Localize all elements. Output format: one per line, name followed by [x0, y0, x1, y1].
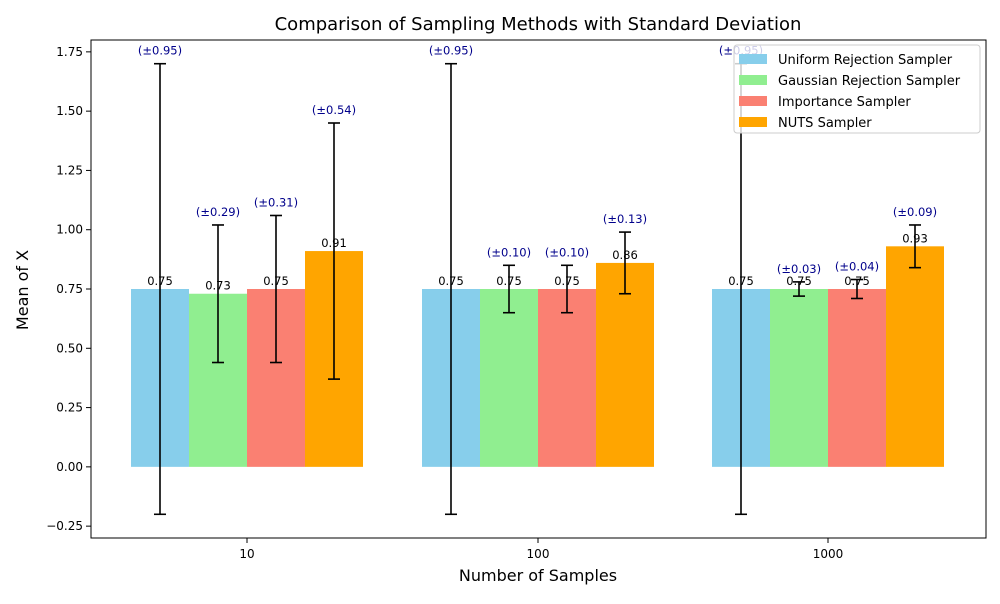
bar	[770, 289, 828, 467]
y-tick-label: 0.25	[56, 401, 83, 415]
value-label: 0.75	[554, 274, 580, 288]
x-tick-label: 100	[527, 547, 550, 561]
value-label: 0.93	[902, 231, 928, 245]
x-axis-label: Number of Samples	[459, 566, 617, 585]
value-label: 0.75	[438, 274, 464, 288]
y-tick-label: 0.75	[56, 282, 83, 296]
y-axis-label: Mean of X	[13, 250, 32, 330]
value-label: 0.75	[728, 274, 754, 288]
error-label: (±0.95)	[138, 44, 182, 58]
error-label: (±0.04)	[835, 260, 879, 274]
x-tick-label: 10	[239, 547, 254, 561]
legend-swatch	[739, 117, 767, 127]
bar	[828, 289, 886, 467]
y-tick-label: 1.50	[56, 104, 83, 118]
bar	[480, 289, 538, 467]
data-labels-layer: 0.75(±0.95)0.75(±0.95)0.75(±0.95)0.73(±0…	[138, 44, 937, 293]
error-label: (±0.95)	[429, 44, 473, 58]
value-label: 0.75	[147, 274, 173, 288]
bar	[596, 262, 654, 467]
value-label: 0.75	[786, 274, 812, 288]
value-label: 0.75	[263, 274, 289, 288]
error-bars-layer	[154, 62, 921, 516]
y-tick-label: 1.75	[56, 45, 83, 59]
x-tick-label: 1000	[813, 547, 844, 561]
value-label: 0.91	[321, 236, 347, 250]
value-label: 0.86	[612, 248, 638, 262]
error-label: (±0.54)	[312, 103, 356, 117]
error-label: (±0.09)	[893, 205, 937, 219]
bars-layer	[131, 246, 944, 467]
value-label: 0.75	[496, 274, 522, 288]
error-label: (±0.29)	[196, 205, 240, 219]
bar	[538, 289, 596, 467]
legend: Uniform Rejection Sampler Gaussian Reject…	[733, 44, 981, 134]
y-tick-label: 1.00	[56, 223, 83, 237]
axes-layer: −0.25 0.00 0.25 0.50 0.75 1.00 1.25 1.50 1.75 10 1…	[46, 39, 987, 561]
error-label: (±0.10)	[487, 245, 531, 259]
value-label: 0.73	[205, 279, 231, 293]
legend-swatch	[739, 96, 767, 106]
bar	[886, 246, 944, 467]
error-label: (±0.31)	[254, 195, 298, 209]
legend-label: Uniform Rejection Sampler	[778, 53, 953, 68]
value-label: 0.75	[844, 274, 870, 288]
y-tick-label: 0.00	[56, 460, 83, 474]
y-tick-label: 0.50	[56, 341, 83, 355]
legend-box	[733, 44, 981, 134]
chart-title: Comparison of Sampling Methods with Stan…	[275, 14, 802, 35]
legend-swatch	[739, 54, 767, 64]
legend-label: NUTS Sampler	[778, 116, 872, 131]
legend-swatch	[739, 75, 767, 85]
error-label: (±0.10)	[545, 245, 589, 259]
y-tick-label: 1.25	[56, 163, 83, 177]
y-tick-label: −0.25	[46, 519, 83, 533]
legend-label: Importance Sampler	[778, 95, 911, 110]
error-label: (±0.13)	[603, 212, 647, 226]
legend-label: Gaussian Rejection Sampler	[778, 74, 961, 89]
error-label: (±0.03)	[777, 262, 821, 276]
